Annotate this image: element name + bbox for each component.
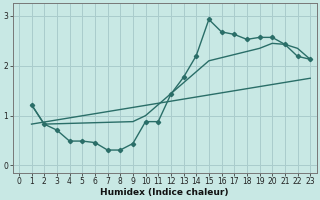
- X-axis label: Humidex (Indice chaleur): Humidex (Indice chaleur): [100, 188, 229, 197]
